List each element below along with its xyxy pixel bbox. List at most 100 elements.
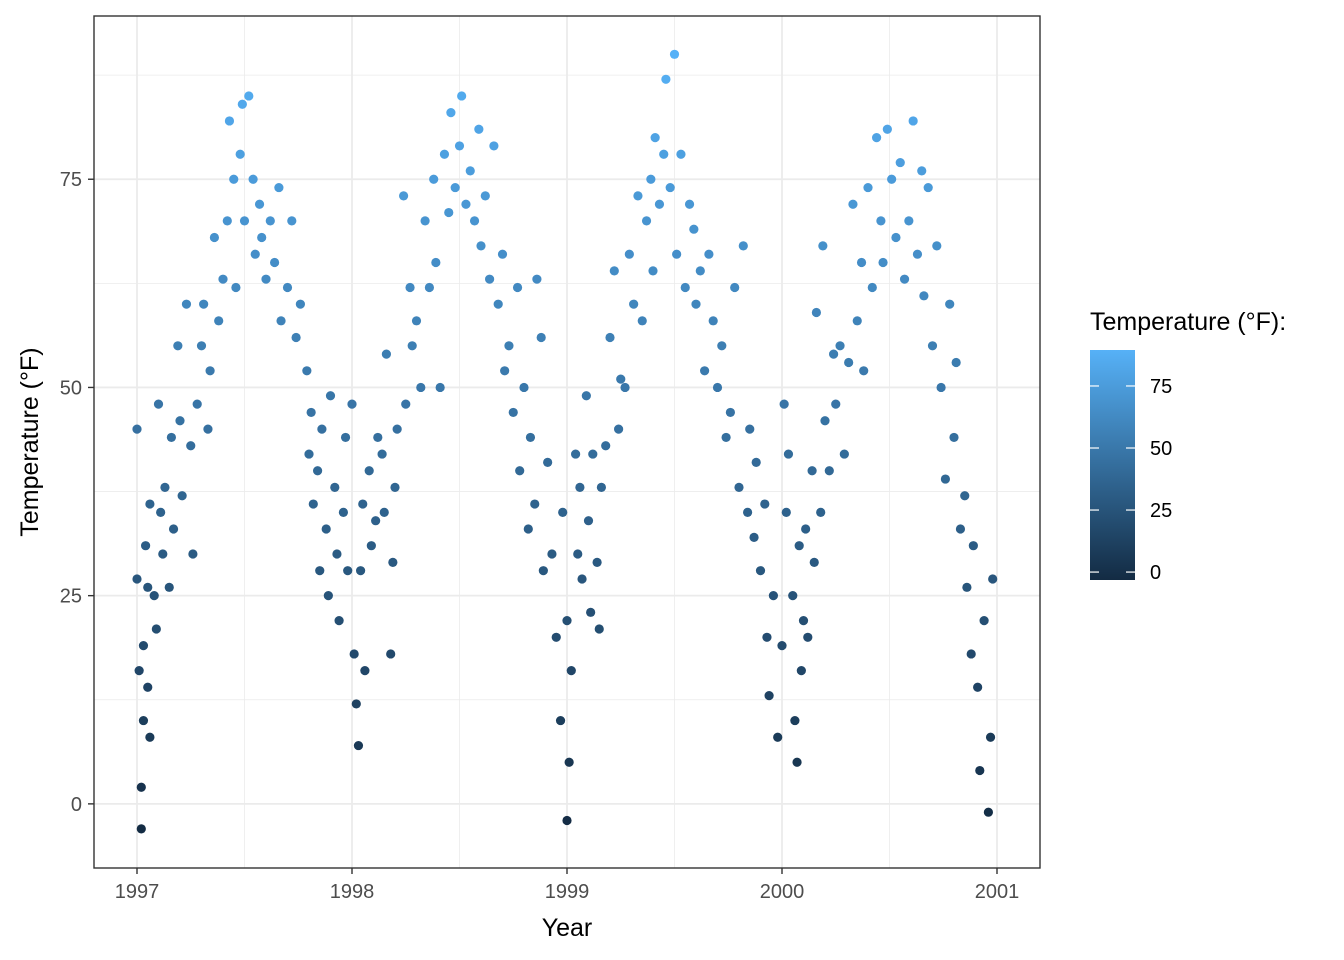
data-point xyxy=(390,482,400,492)
data-point xyxy=(824,466,834,476)
data-point xyxy=(173,341,183,351)
data-point xyxy=(899,274,910,284)
data-point xyxy=(831,399,841,409)
data-point xyxy=(364,466,374,476)
data-point xyxy=(809,557,819,567)
legend-tick-label: 50 xyxy=(1150,438,1172,460)
data-point xyxy=(192,399,202,409)
data-point xyxy=(248,174,258,184)
data-point xyxy=(738,241,748,251)
data-point xyxy=(461,199,471,209)
data-point xyxy=(392,424,402,434)
y-tick-label: 75 xyxy=(60,169,82,191)
data-point xyxy=(366,541,376,551)
data-point xyxy=(399,191,409,201)
data-point xyxy=(779,399,789,409)
data-point xyxy=(601,441,611,451)
data-point xyxy=(493,299,503,309)
data-point xyxy=(231,282,241,293)
data-point xyxy=(983,807,994,817)
data-point xyxy=(325,391,336,401)
data-point xyxy=(988,574,998,584)
data-point xyxy=(575,482,585,492)
data-point xyxy=(762,632,772,642)
x-tick-label: 1999 xyxy=(545,881,590,903)
data-point xyxy=(132,424,142,434)
data-point xyxy=(188,549,198,559)
data-point xyxy=(186,441,196,451)
data-point xyxy=(145,499,155,509)
data-point xyxy=(476,241,486,251)
data-point xyxy=(377,449,387,459)
legend: Temperature (°F): 0 25 50 75 xyxy=(1090,308,1286,584)
data-point xyxy=(358,499,368,509)
data-point xyxy=(222,216,232,226)
data-point xyxy=(547,549,557,559)
data-point xyxy=(134,666,144,676)
data-point xyxy=(620,382,630,393)
y-axis-title: Temperature (°F) xyxy=(16,347,44,536)
data-point xyxy=(457,91,467,101)
data-point xyxy=(960,491,970,501)
data-point xyxy=(444,207,454,218)
data-point xyxy=(904,216,914,226)
data-point xyxy=(975,765,985,776)
data-point xyxy=(519,382,529,393)
data-point xyxy=(239,216,250,226)
data-point xyxy=(777,641,787,651)
data-point xyxy=(717,341,727,351)
data-point xyxy=(497,249,508,259)
data-point xyxy=(936,382,946,393)
data-point xyxy=(867,282,877,293)
data-point xyxy=(302,366,312,376)
data-point xyxy=(435,382,445,393)
data-point xyxy=(515,466,525,476)
data-point xyxy=(665,182,675,193)
data-point xyxy=(349,649,359,659)
data-point xyxy=(306,407,316,418)
data-point xyxy=(566,666,576,676)
data-point xyxy=(650,132,660,143)
y-axis: 0 25 50 75 xyxy=(60,169,94,816)
data-point xyxy=(439,149,450,159)
data-point xyxy=(332,549,342,559)
data-point xyxy=(721,432,731,443)
data-point xyxy=(592,557,602,567)
data-point xyxy=(571,449,581,459)
data-point xyxy=(704,249,714,259)
data-point xyxy=(420,216,430,226)
data-point xyxy=(768,591,779,601)
data-point xyxy=(891,232,901,243)
data-point xyxy=(962,582,972,592)
y-tick-label: 0 xyxy=(71,794,82,816)
data-point xyxy=(347,399,357,409)
data-point xyxy=(136,824,146,834)
y-tick-label: 50 xyxy=(60,377,82,399)
legend-tick-label: 25 xyxy=(1150,500,1172,522)
data-point xyxy=(317,424,327,434)
data-point xyxy=(321,524,331,534)
data-point xyxy=(829,349,839,359)
data-point xyxy=(725,407,736,418)
data-point xyxy=(908,116,918,126)
data-point xyxy=(558,507,568,517)
data-point xyxy=(489,141,499,151)
data-point xyxy=(940,474,951,484)
data-point xyxy=(764,691,774,701)
data-point xyxy=(760,499,770,509)
data-point xyxy=(235,149,245,159)
data-point xyxy=(474,124,484,134)
data-point xyxy=(315,566,325,576)
data-point xyxy=(386,649,396,659)
data-point xyxy=(745,424,755,434)
x-tick-label: 1997 xyxy=(115,881,160,903)
data-points xyxy=(132,49,998,834)
data-point xyxy=(151,624,161,634)
data-point xyxy=(308,499,318,509)
data-point xyxy=(431,257,441,268)
data-point xyxy=(224,116,235,126)
data-point xyxy=(614,424,624,434)
data-point xyxy=(555,715,566,726)
data-point xyxy=(669,49,680,59)
